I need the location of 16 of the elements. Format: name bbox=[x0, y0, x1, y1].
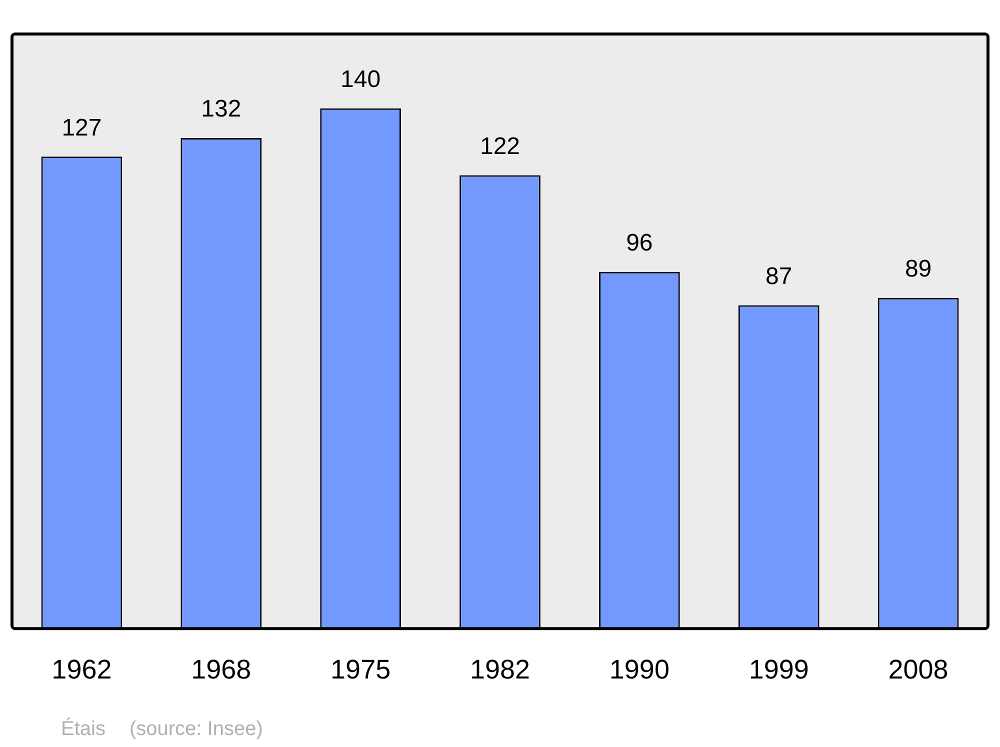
x-tick-label: 1999 bbox=[748, 654, 809, 684]
data-label: 89 bbox=[904, 255, 932, 282]
x-tick-label: 1962 bbox=[52, 654, 112, 684]
x-tick-label: 1975 bbox=[330, 654, 391, 684]
x-tick-label: 2008 bbox=[888, 654, 948, 684]
x-tick-label: 1968 bbox=[191, 654, 252, 684]
x-tick-label: 1982 bbox=[470, 654, 530, 684]
x-tick-label: 1990 bbox=[609, 654, 670, 684]
data-label: 140 bbox=[340, 66, 381, 93]
data-label: 122 bbox=[480, 132, 520, 160]
data-label: 127 bbox=[62, 114, 102, 142]
data-label: 132 bbox=[201, 96, 242, 123]
data-label: 96 bbox=[626, 229, 653, 256]
text: Étais bbox=[61, 718, 106, 740]
data-label: 87 bbox=[766, 262, 792, 290]
text: (source: Insee) bbox=[129, 718, 263, 740]
